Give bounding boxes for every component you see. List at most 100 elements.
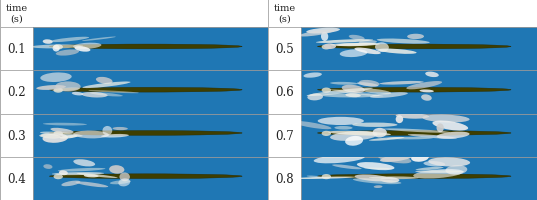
Ellipse shape xyxy=(445,165,467,175)
Text: 0.1: 0.1 xyxy=(7,43,26,56)
Ellipse shape xyxy=(49,131,242,136)
Ellipse shape xyxy=(88,91,139,94)
Ellipse shape xyxy=(322,88,331,93)
Ellipse shape xyxy=(332,165,361,169)
Ellipse shape xyxy=(31,45,83,49)
Ellipse shape xyxy=(103,126,112,136)
Ellipse shape xyxy=(56,50,79,56)
Ellipse shape xyxy=(59,170,68,175)
Bar xyxy=(0,28,33,71)
Bar xyxy=(268,157,301,200)
Bar xyxy=(0,157,33,200)
Ellipse shape xyxy=(362,89,391,95)
Text: 0.2: 0.2 xyxy=(7,86,26,99)
Bar xyxy=(268,71,301,114)
Ellipse shape xyxy=(61,181,81,186)
Ellipse shape xyxy=(407,35,424,40)
Ellipse shape xyxy=(74,159,95,167)
Ellipse shape xyxy=(411,154,429,162)
Ellipse shape xyxy=(324,44,336,50)
Ellipse shape xyxy=(39,134,61,139)
Ellipse shape xyxy=(330,90,383,97)
Ellipse shape xyxy=(40,73,72,83)
Ellipse shape xyxy=(416,167,444,171)
Bar xyxy=(301,71,537,114)
Ellipse shape xyxy=(322,174,331,179)
Ellipse shape xyxy=(77,173,118,178)
Ellipse shape xyxy=(299,30,335,37)
Bar xyxy=(301,157,537,200)
Ellipse shape xyxy=(90,93,123,97)
Ellipse shape xyxy=(413,169,463,179)
Ellipse shape xyxy=(318,117,364,125)
Ellipse shape xyxy=(354,175,391,181)
Bar xyxy=(0,114,33,157)
Ellipse shape xyxy=(54,174,63,179)
Ellipse shape xyxy=(380,154,414,162)
Ellipse shape xyxy=(58,168,105,172)
Ellipse shape xyxy=(428,158,470,167)
Text: time
(s): time (s) xyxy=(273,4,295,24)
Ellipse shape xyxy=(317,174,511,179)
Ellipse shape xyxy=(335,44,380,47)
Ellipse shape xyxy=(369,137,404,141)
Ellipse shape xyxy=(342,85,365,94)
Ellipse shape xyxy=(42,134,68,143)
Bar xyxy=(33,71,268,114)
Ellipse shape xyxy=(328,131,391,136)
Ellipse shape xyxy=(43,40,53,45)
Ellipse shape xyxy=(73,43,101,50)
Ellipse shape xyxy=(307,88,373,97)
Bar xyxy=(33,157,268,200)
Bar xyxy=(0,71,33,114)
Ellipse shape xyxy=(330,82,358,85)
Ellipse shape xyxy=(340,50,367,58)
Ellipse shape xyxy=(82,37,116,42)
Ellipse shape xyxy=(41,134,62,138)
Ellipse shape xyxy=(52,172,104,175)
Ellipse shape xyxy=(359,41,377,45)
Ellipse shape xyxy=(437,124,444,133)
Ellipse shape xyxy=(321,33,328,42)
Ellipse shape xyxy=(60,135,78,139)
Ellipse shape xyxy=(353,178,401,184)
Bar xyxy=(301,28,537,71)
Text: 0.5: 0.5 xyxy=(275,43,294,56)
Ellipse shape xyxy=(303,73,322,78)
Text: 0.3: 0.3 xyxy=(7,129,26,142)
Bar xyxy=(33,28,268,71)
Ellipse shape xyxy=(75,182,108,187)
Ellipse shape xyxy=(55,82,81,92)
Bar xyxy=(301,114,537,157)
Ellipse shape xyxy=(377,39,430,44)
Ellipse shape xyxy=(407,82,442,90)
Text: 0.8: 0.8 xyxy=(275,172,294,185)
Bar xyxy=(33,28,268,71)
Ellipse shape xyxy=(345,136,363,146)
Ellipse shape xyxy=(316,40,373,44)
Ellipse shape xyxy=(432,121,468,131)
Ellipse shape xyxy=(49,45,242,50)
Bar xyxy=(33,71,268,114)
Ellipse shape xyxy=(421,95,432,101)
Ellipse shape xyxy=(96,77,113,84)
Ellipse shape xyxy=(43,164,53,169)
Ellipse shape xyxy=(345,94,361,98)
Ellipse shape xyxy=(43,123,87,126)
Ellipse shape xyxy=(425,72,439,78)
Bar xyxy=(33,114,268,157)
Ellipse shape xyxy=(380,82,424,85)
Ellipse shape xyxy=(49,38,89,43)
Ellipse shape xyxy=(54,131,63,136)
Ellipse shape xyxy=(321,94,380,98)
Ellipse shape xyxy=(84,174,99,177)
Ellipse shape xyxy=(306,29,340,34)
Bar xyxy=(301,28,537,71)
Ellipse shape xyxy=(75,47,90,52)
Ellipse shape xyxy=(119,173,130,181)
Ellipse shape xyxy=(322,131,331,136)
Ellipse shape xyxy=(40,132,83,137)
Ellipse shape xyxy=(415,170,465,173)
Ellipse shape xyxy=(380,177,400,183)
Bar xyxy=(33,157,268,200)
